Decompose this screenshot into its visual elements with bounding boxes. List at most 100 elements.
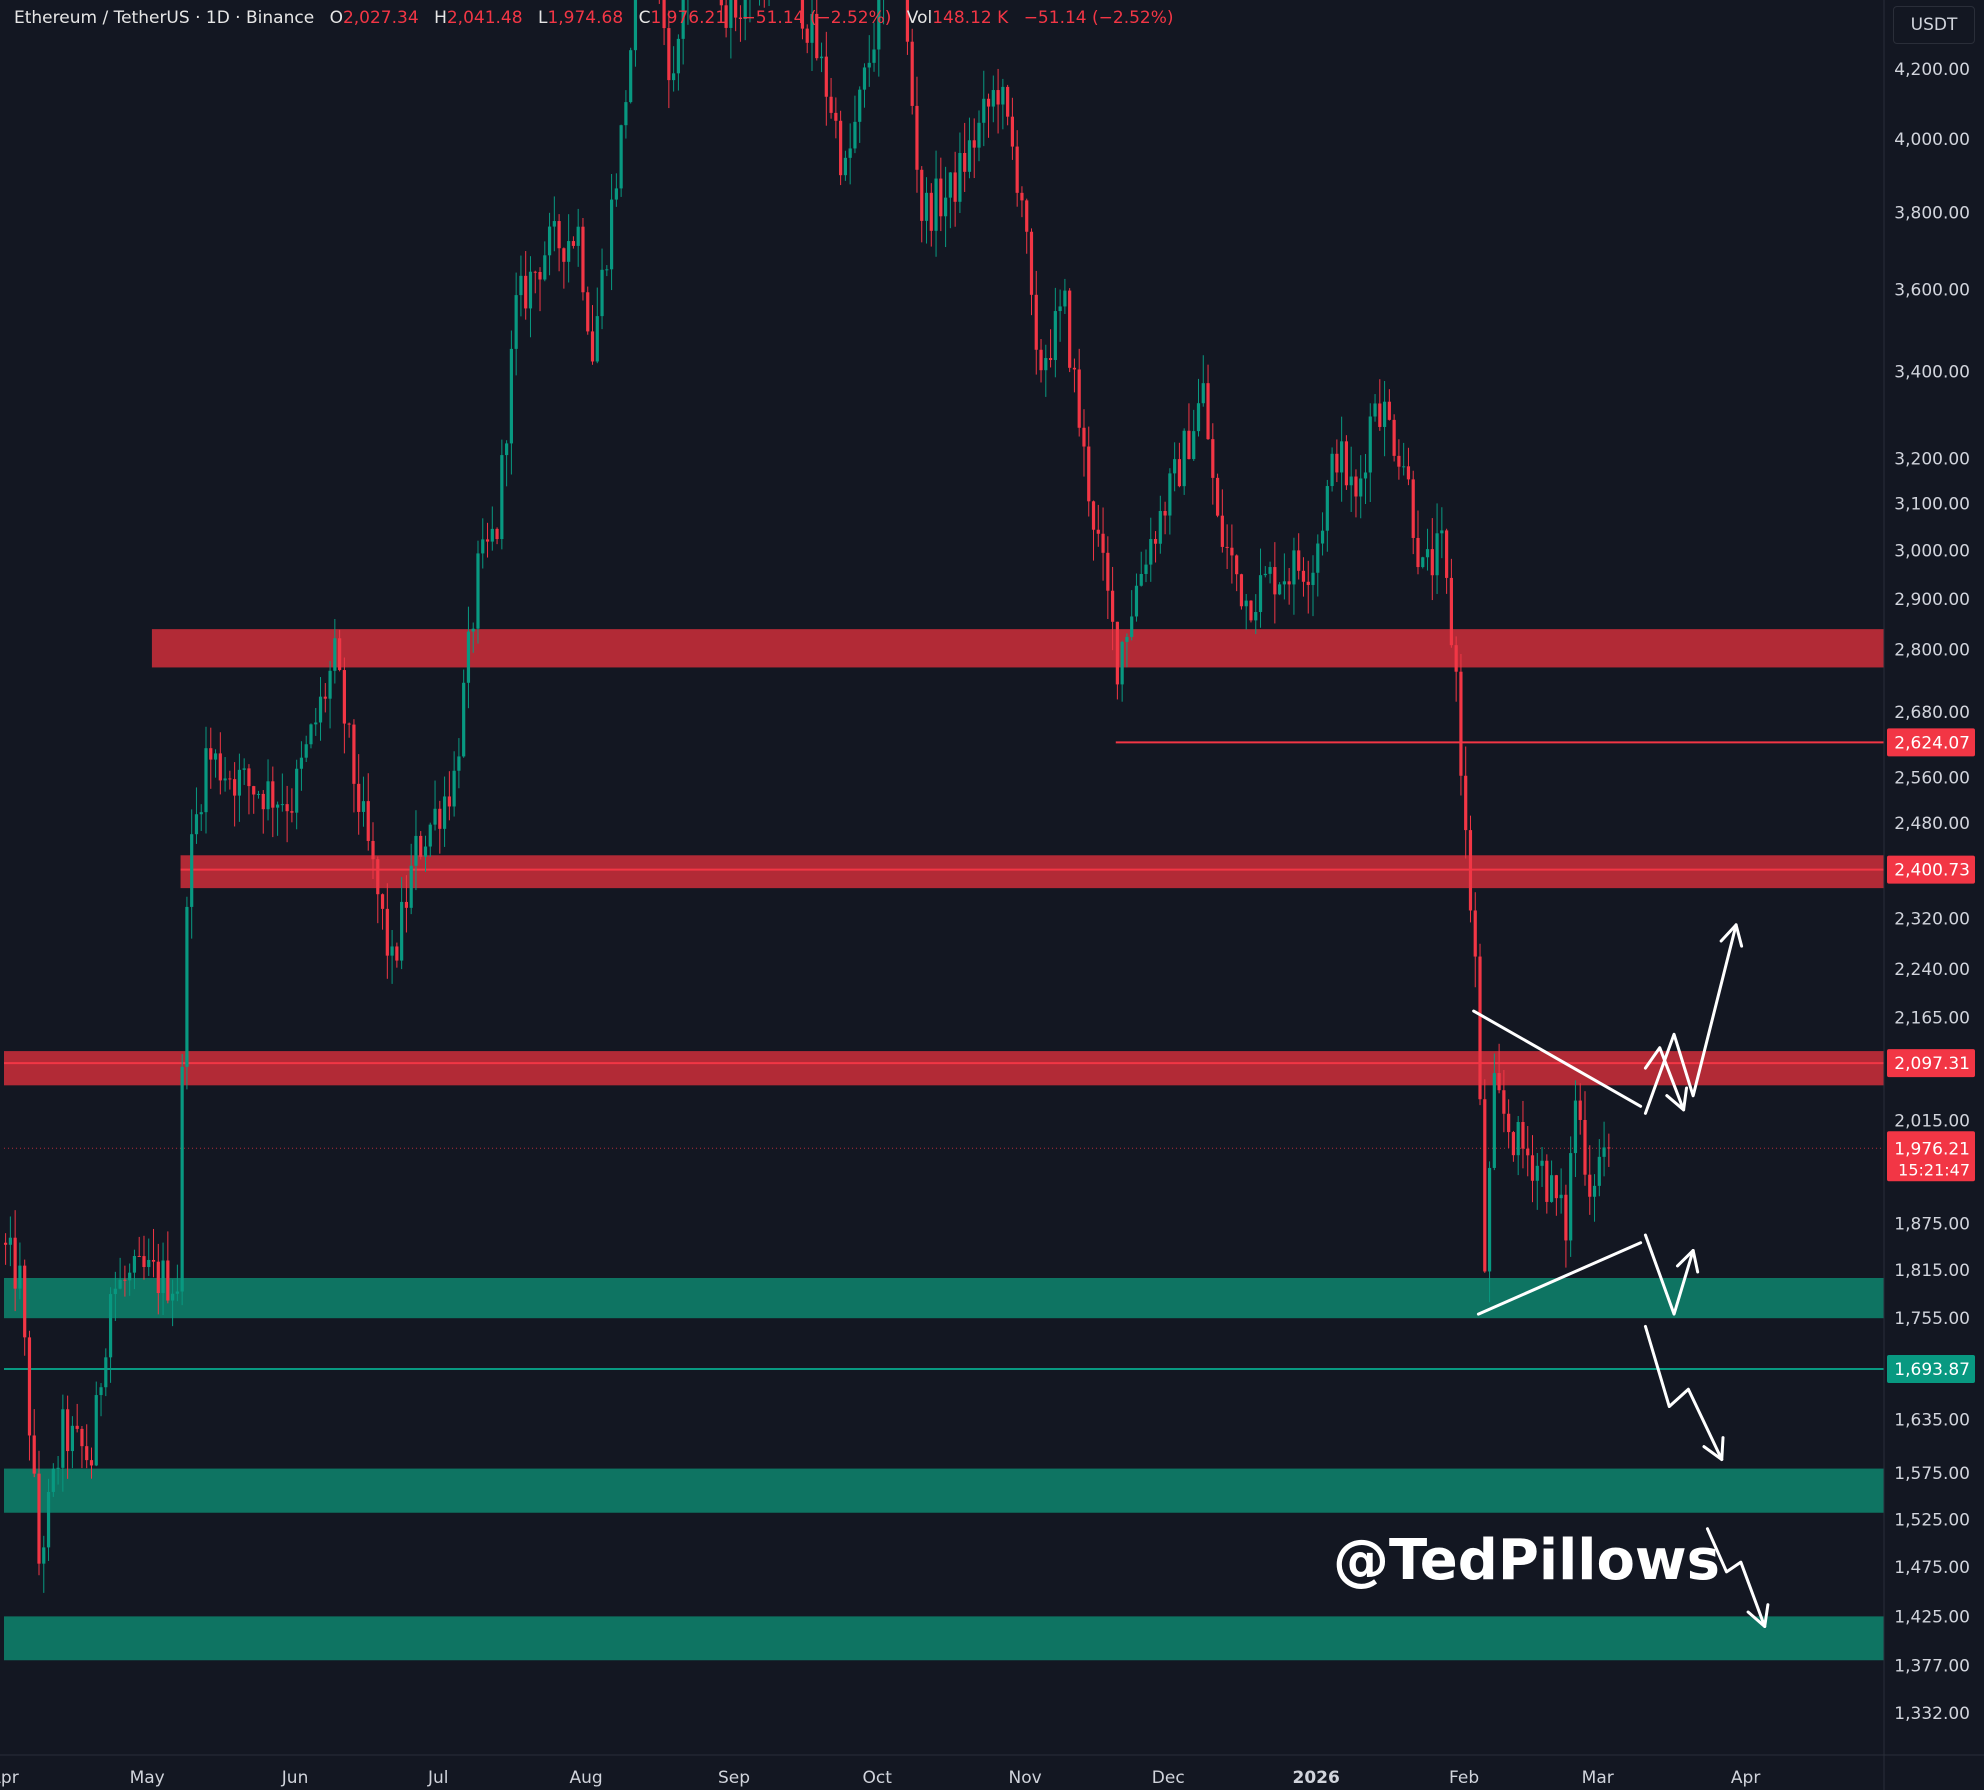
support-zone-3 (4, 1277, 1884, 1319)
candle-body (1340, 441, 1344, 473)
candle-body (1392, 419, 1396, 456)
candle-body (1301, 570, 1306, 582)
forecast-arrow-down (1705, 1527, 1767, 1628)
level-price-label-box (1887, 855, 1975, 884)
close-value: 1,976.21 (650, 8, 727, 28)
candle-body (1278, 584, 1282, 595)
time-tick-label: May (130, 1768, 165, 1788)
candle-body (1130, 616, 1134, 637)
candle-body (185, 906, 189, 1067)
candle-body (500, 455, 504, 540)
candle-body (800, 0, 805, 29)
candle-body (605, 269, 609, 271)
candle-body (1263, 573, 1267, 576)
triangle-upper-line (1472, 1009, 1643, 1108)
candle-body (213, 753, 218, 760)
candle-body (1258, 575, 1263, 613)
candle-body (190, 834, 194, 907)
candle-body (495, 528, 499, 540)
candle-body (1125, 636, 1129, 642)
zones-layer (4, 629, 1884, 1661)
candle-body (304, 744, 308, 758)
time-tick-label: Mar (1582, 1768, 1614, 1788)
candle-body (1430, 549, 1434, 576)
author-watermark: @TedPillows (1333, 1528, 1720, 1593)
candle-body (1406, 466, 1411, 480)
candle-body (1101, 533, 1105, 553)
candle-body (1029, 231, 1034, 295)
candle-body (318, 696, 323, 723)
candle-body (1072, 367, 1077, 370)
price-tick-label: 2,560.00 (1894, 769, 1970, 789)
candle-body (633, 0, 638, 51)
candle-body (619, 125, 623, 189)
symbol-title[interactable]: Ethereum / TetherUS · 1D · Binance (14, 8, 315, 28)
candle-body (1192, 431, 1196, 460)
price-tick-label: 1,332.00 (1894, 1704, 1970, 1724)
candle-body (562, 248, 566, 262)
candle-body (1363, 472, 1368, 479)
candle-body (161, 1260, 165, 1294)
candle-body (142, 1256, 146, 1268)
candle-body (944, 197, 948, 217)
candle-body (920, 169, 924, 221)
candle-body (929, 192, 933, 231)
candle-body (829, 96, 833, 113)
candle-body (1330, 453, 1334, 487)
candle-body (834, 112, 838, 121)
candle-body (1545, 1160, 1549, 1202)
candle-body (352, 724, 356, 784)
candle-body (862, 67, 867, 90)
candle-body (1559, 1194, 1563, 1199)
candle-body (1106, 552, 1110, 591)
candle-body (581, 226, 585, 293)
candle-body (719, 0, 723, 6)
candle-body (1039, 349, 1043, 371)
arrow-head (1719, 923, 1744, 948)
price-tick-label: 2,800.00 (1894, 640, 1970, 660)
candle-body (905, 0, 910, 42)
candle-body (1459, 671, 1463, 776)
candle-body (395, 946, 399, 961)
candle-body (199, 812, 203, 815)
candle-body (61, 1409, 65, 1468)
candle-body (1421, 557, 1425, 568)
candle-body (853, 121, 857, 149)
candle-body (46, 1491, 51, 1548)
candle-body (982, 98, 986, 123)
forecast-arrow-down (1643, 1324, 1724, 1462)
candle-body (963, 152, 967, 172)
price-tick-label: 2,015.00 (1894, 1111, 1970, 1131)
candle-body (1120, 641, 1124, 685)
candle-body (323, 696, 327, 699)
candle-body (1058, 306, 1062, 312)
candle-body (113, 1288, 117, 1295)
resistance-zone-2 (4, 1051, 1884, 1086)
candle-body (342, 670, 346, 724)
candle-body (104, 1357, 108, 1388)
candle-body (1025, 200, 1029, 232)
candle-body (1349, 476, 1353, 486)
candle-body (815, 13, 819, 59)
open-key: O (329, 8, 343, 28)
candle-body (1292, 550, 1296, 585)
candle-body (66, 1409, 70, 1452)
price-tick-label: 2,900.00 (1894, 590, 1970, 610)
forecast-arrow-up (1643, 1233, 1695, 1316)
candle-body (361, 801, 366, 812)
candle-body (132, 1255, 137, 1273)
level-price-label: 2,400.73 (1894, 861, 1970, 881)
candle-body (171, 1293, 175, 1301)
candle-body (934, 178, 938, 231)
candle-body (1168, 473, 1172, 516)
candle-body (1282, 581, 1286, 585)
candle-body (485, 539, 490, 542)
candle-body (986, 98, 991, 107)
candle-body (1287, 581, 1291, 585)
currency-button[interactable]: USDT (1893, 6, 1975, 44)
time-axis[interactable]: Apr May Jun Jul Aug Sep Oct Nov Dec 2026 Feb Mar Apr (0, 1754, 1984, 1788)
price-axis[interactable]: 4,200.00 4,000.00 3,800.00 3,600.00 3,400.00… (1883, 0, 1970, 1790)
candle-body (858, 89, 862, 122)
candle-body (924, 192, 929, 221)
